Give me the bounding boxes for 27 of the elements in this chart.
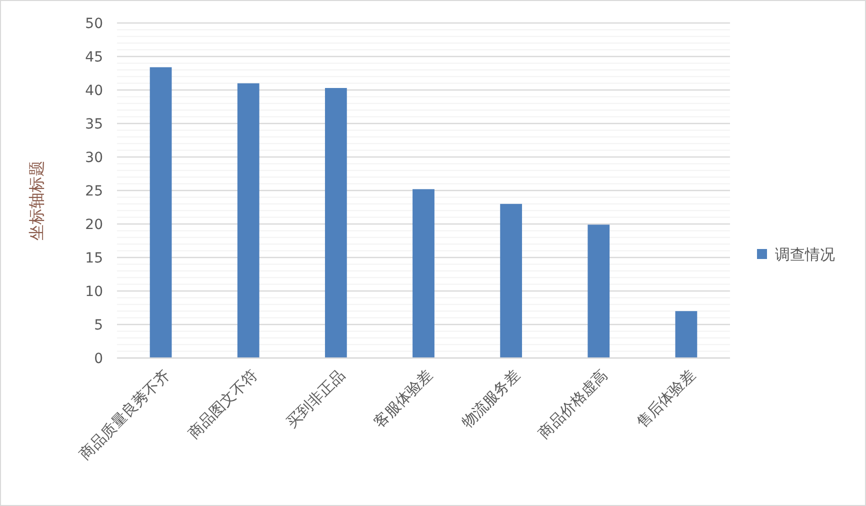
x-tick-label: 商品质量良莠不齐 bbox=[76, 366, 174, 464]
y-tick-label: 10 bbox=[85, 284, 103, 300]
bar bbox=[588, 224, 610, 358]
y-tick-label: 40 bbox=[85, 82, 103, 99]
y-tick-label: 25 bbox=[85, 183, 103, 200]
y-tick-label: 35 bbox=[85, 116, 103, 132]
x-tick-label: 商品图文不符 bbox=[184, 366, 261, 442]
y-tick-label: 30 bbox=[85, 150, 103, 166]
x-tick-label: 物流服务差 bbox=[458, 366, 524, 432]
x-tick-label: 商品价格虚高 bbox=[534, 366, 612, 442]
bar bbox=[237, 83, 260, 358]
bar bbox=[150, 67, 172, 358]
legend-label: 调查情况 bbox=[775, 245, 835, 264]
y-tick-label: 0 bbox=[94, 350, 103, 367]
bar bbox=[324, 88, 347, 358]
x-tick-label: 客服体验差 bbox=[370, 366, 436, 432]
bar bbox=[412, 189, 434, 358]
y-tick-label: 50 bbox=[85, 16, 103, 32]
y-tick-label: 45 bbox=[85, 49, 103, 66]
y-tick-label: 15 bbox=[85, 250, 103, 266]
x-tick-label: 售后体验差 bbox=[632, 366, 699, 432]
bar bbox=[500, 204, 522, 358]
y-tick-label: 20 bbox=[85, 216, 103, 233]
y-axis-title: 坐标轴标题 bbox=[27, 160, 46, 240]
x-tick-label: 买到非正品 bbox=[282, 366, 348, 432]
y-tick-label: 5 bbox=[94, 317, 103, 334]
bar bbox=[675, 311, 698, 358]
